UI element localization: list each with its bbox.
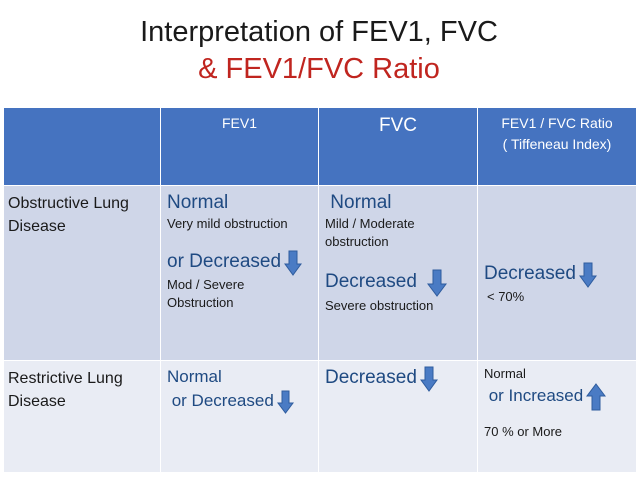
obstructive-ratio-decreased-line: Decreased (484, 261, 632, 288)
row-label-line-2: Disease (8, 393, 66, 410)
obstructive-fvc-normal: Normal (325, 192, 392, 213)
obstructive-fvc-cell: Normal Mild / Moderate obstruction Decre… (318, 185, 478, 361)
title-line-1: Interpretation of FEV1, FVC (140, 16, 498, 48)
obstructive-fev1-note: Very mild obstruction (167, 216, 288, 231)
arrow-down-icon (284, 250, 303, 276)
header-fvc: FVC (318, 107, 478, 186)
restrictive-fvc-decreased: Decreased (325, 367, 417, 388)
obstructive-ratio-cell: Decreased < 70% (477, 185, 637, 361)
restrictive-ratio-threshold: 70 % or More (484, 424, 563, 439)
arrow-down-icon (578, 262, 597, 288)
title-line-2: & FEV1/FVC Ratio (198, 53, 440, 85)
row-label-restrictive: Restrictive Lung Disease (3, 360, 161, 473)
header-fev1: FEV1 (160, 107, 319, 186)
arrow-down-icon (276, 390, 294, 414)
restrictive-fev1-normal: Normal (167, 367, 222, 386)
restrictive-ratio-increased-line: or Increased (484, 383, 632, 411)
arrow-down-icon (426, 269, 447, 297)
row-label-line-2: Disease (8, 218, 66, 235)
restrictive-ratio-cell: Normal or Increased 70 % or More (477, 360, 637, 473)
interpretation-table: FEV1 FVC FEV1 / FVC Ratio ( Tiffeneau In… (3, 107, 637, 473)
obstructive-fvc-note-line-2: obstruction (325, 234, 389, 249)
table-row-obstructive: Obstructive Lung Disease Normal Very mil… (3, 185, 637, 361)
header-blank-cell (3, 107, 161, 186)
slide-title: Interpretation of FEV1, FVC & FEV1/FVC R… (0, 14, 638, 88)
obstructive-fev1-severity-line-2: Obstruction (167, 294, 234, 310)
obstructive-fev1-decreased: or Decreased (167, 251, 282, 272)
obstructive-fvc-decreased-line: Decreased (325, 269, 473, 297)
header-ratio-line-1: FEV1 / FVC Ratio (501, 115, 613, 131)
row-label-obstructive: Obstructive Lung Disease (3, 185, 161, 361)
obstructive-fev1-severity-line-1: Mod / Severe (167, 276, 245, 292)
restrictive-ratio-increased: or Increased (484, 386, 584, 406)
arrow-down-icon (419, 366, 438, 392)
header-ratio-line-2: ( Tiffeneau Index) (502, 136, 612, 152)
restrictive-fev1-cell: Normal or Decreased (160, 360, 319, 473)
header-ratio: FEV1 / FVC Ratio ( Tiffeneau Index) (477, 107, 637, 186)
row-label-line-1: Obstructive Lung (8, 195, 129, 212)
restrictive-fvc-cell: Decreased (318, 360, 478, 473)
row-label-line-1: Restrictive Lung (8, 370, 123, 387)
obstructive-fev1-normal: Normal (167, 192, 229, 213)
obstructive-ratio-decreased: Decreased (484, 263, 576, 284)
obstructive-fvc-note-line-1: Mild / Moderate (325, 216, 415, 231)
obstructive-fvc-decreased: Decreased (325, 271, 417, 293)
table-row-restrictive: Restrictive Lung Disease Normal or Decre… (3, 360, 637, 473)
restrictive-fev1-decreased-line: or Decreased (167, 388, 314, 414)
obstructive-fev1-cell: Normal Very mild obstruction or Decrease… (160, 185, 319, 361)
restrictive-ratio-normal: Normal (484, 366, 526, 381)
restrictive-fev1-decreased: or Decreased (167, 391, 274, 410)
arrow-up-icon (586, 383, 607, 411)
restrictive-fvc-decreased-line: Decreased (325, 365, 473, 392)
header-row: FEV1 FVC FEV1 / FVC Ratio ( Tiffeneau In… (3, 107, 637, 186)
obstructive-fvc-severity: Severe obstruction (325, 298, 434, 313)
obstructive-fev1-decreased-line: or Decreased (167, 249, 314, 276)
obstructive-ratio-threshold: < 70% (487, 288, 525, 304)
